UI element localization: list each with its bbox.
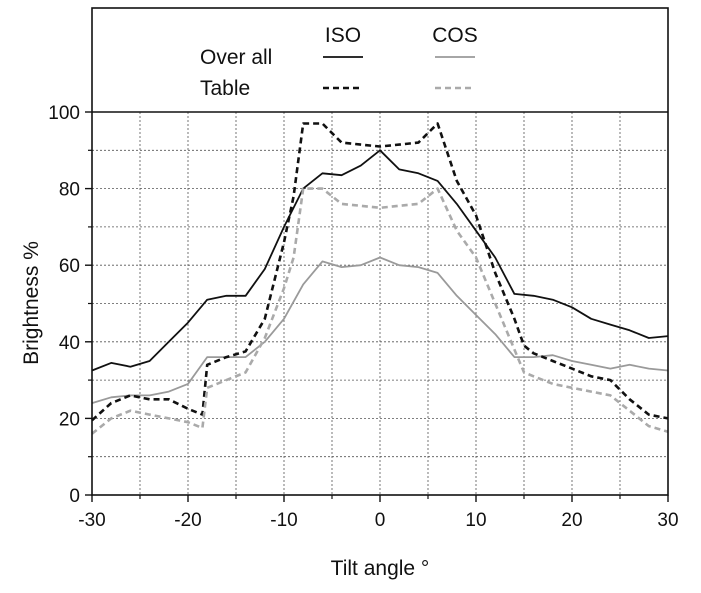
series-line-over-all-cos	[91, 256, 669, 404]
x-tick-label: 30	[657, 510, 678, 531]
x-tick-label: 10	[465, 510, 486, 531]
y-tick-label: 40	[59, 333, 80, 354]
legend: ISO COS Over all Table	[200, 24, 478, 100]
series-line-over-all-iso	[91, 149, 669, 372]
axis-ticks: -30 -20 -10 0 10 20 30 0 20 40 60 80 100	[48, 103, 678, 531]
y-tick-label: 0	[69, 486, 80, 507]
series-line-table-iso	[91, 122, 669, 422]
grid	[92, 112, 668, 495]
x-tick-label: -10	[270, 510, 297, 531]
x-tick-label: -20	[174, 510, 201, 531]
x-tick-label: -30	[78, 510, 105, 531]
y-tick-label: 20	[59, 409, 80, 430]
y-axis-title: Brightness %	[20, 241, 43, 365]
y-tick-label: 60	[59, 256, 80, 277]
legend-header-cos: COS	[432, 24, 478, 47]
x-tick-label: 20	[561, 510, 582, 531]
series-line-table-cos	[91, 187, 669, 435]
series-lines	[91, 122, 669, 435]
x-tick-label: 0	[375, 510, 386, 531]
y-tick-label: 80	[59, 180, 80, 201]
legend-row-label: Over all	[200, 46, 272, 69]
x-axis-title: Tilt angle °	[331, 557, 430, 580]
legend-row-label: Table	[200, 77, 250, 100]
y-tick-label: 100	[48, 103, 80, 124]
legend-header-iso: ISO	[325, 24, 361, 47]
